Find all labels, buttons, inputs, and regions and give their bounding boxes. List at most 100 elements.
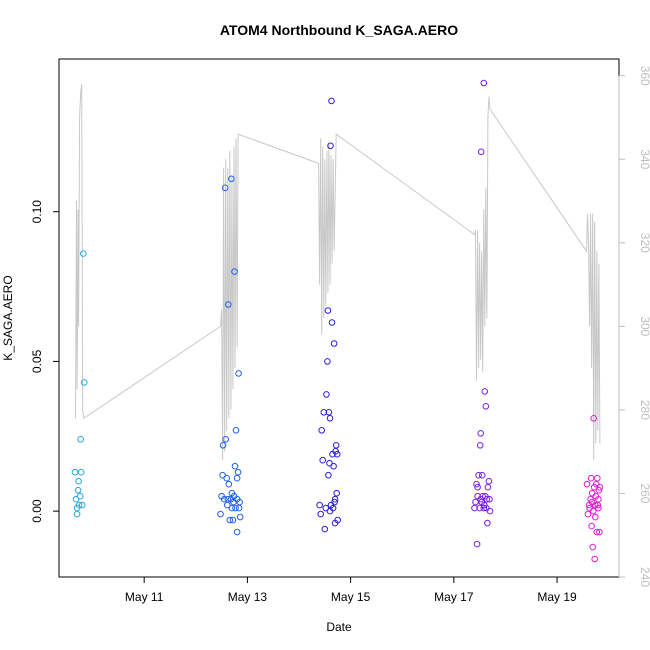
data-point: [596, 483, 604, 491]
data-point: [236, 513, 244, 521]
data-point: [471, 504, 478, 512]
data-point: [74, 486, 82, 494]
data-point: [229, 516, 237, 524]
data-point: [594, 474, 601, 482]
data-point: [477, 430, 485, 437]
data-point: [596, 528, 603, 536]
data-point: [484, 483, 492, 491]
data-point: [223, 474, 230, 482]
data-point: [319, 456, 327, 464]
data-point: [323, 391, 330, 398]
y2-axis: 240 260 280 300 320 340 360: [618, 66, 650, 587]
data-point: [235, 504, 243, 512]
data-point: [72, 495, 80, 503]
data-point: [75, 477, 82, 485]
data-point: [330, 462, 337, 470]
data-point: [325, 471, 332, 479]
data-point: [226, 516, 234, 524]
data-point: [232, 504, 239, 512]
y-tick-label: 0.05: [30, 349, 44, 373]
data-point: [76, 492, 84, 500]
data-point: [595, 504, 602, 512]
data-point: [222, 436, 229, 443]
y2-tick-label: 340: [638, 149, 650, 169]
data-point: [584, 510, 592, 518]
y-tick-label: 0.10: [30, 200, 44, 224]
data-point: [235, 370, 242, 377]
data-point: [588, 489, 596, 497]
y2-tick-label: 240: [638, 567, 650, 587]
data-point: [475, 471, 482, 479]
data-point: [481, 388, 489, 395]
data-point: [231, 268, 238, 275]
data-point: [328, 319, 336, 326]
data-point: [592, 513, 599, 521]
data-point: [472, 498, 479, 506]
data-point: [330, 340, 338, 347]
data-point: [225, 301, 232, 308]
data-point: [233, 528, 241, 536]
data-point: [476, 504, 483, 512]
data-point: [231, 462, 239, 470]
data-point: [236, 498, 243, 506]
data-point: [595, 486, 603, 494]
altitude-line-group: [75, 84, 601, 461]
data-point: [320, 409, 328, 416]
data-point: [322, 504, 330, 512]
y-tick-label: 0.00: [30, 499, 44, 523]
data-point: [225, 480, 233, 488]
data-point: [220, 495, 228, 503]
x-tick-label: May 15: [331, 590, 371, 604]
data-point: [473, 480, 480, 488]
data-point: [478, 471, 486, 479]
x-tick-label: May 13: [228, 590, 268, 604]
data-point: [587, 474, 595, 482]
data-point: [73, 510, 81, 518]
data-point: [317, 510, 325, 518]
data-point: [224, 495, 232, 503]
y2-tick-label: 360: [638, 66, 650, 86]
data-point: [221, 184, 229, 192]
data-point: [477, 495, 485, 503]
data-point: [476, 442, 484, 449]
y2-tick-label: 300: [638, 316, 650, 336]
data-point: [480, 79, 488, 87]
data-point: [474, 483, 481, 491]
data-point: [595, 495, 602, 503]
data-point: [333, 489, 341, 497]
data-point: [77, 468, 85, 476]
altitude-line: [75, 84, 601, 461]
y2-tick-label: 260: [638, 483, 650, 503]
data-point: [334, 516, 342, 524]
data-point: [325, 409, 333, 416]
data-point: [75, 501, 83, 509]
data-point: [234, 468, 242, 476]
x-tick-label: May 17: [434, 590, 474, 604]
data-point: [328, 97, 335, 105]
y2-tick-label: 320: [638, 233, 650, 253]
data-point: [331, 498, 338, 506]
data-point: [484, 519, 491, 527]
data-point: [486, 495, 493, 503]
data-point: [228, 175, 235, 183]
data-point: [324, 358, 331, 365]
scatter-points-group: [71, 79, 604, 563]
data-point: [77, 436, 84, 443]
data-point: [219, 442, 227, 449]
data-point: [473, 540, 481, 548]
data-point: [327, 142, 334, 150]
x-axis: May 11 May 13 May 15 May 17 May 19: [125, 576, 577, 604]
data-point: [316, 501, 323, 509]
data-point: [81, 379, 88, 386]
data-point: [591, 555, 599, 563]
data-point: [588, 522, 595, 530]
data-point: [71, 468, 79, 476]
data-point: [232, 427, 240, 434]
data-point: [217, 510, 224, 518]
data-point: [485, 477, 493, 485]
data-point: [78, 501, 86, 509]
data-point: [583, 480, 591, 488]
x-tick-label: May 19: [537, 590, 577, 604]
chart-title: ATOM4 Northbound K_SAGA.AERO: [220, 22, 458, 38]
data-point: [332, 442, 340, 449]
